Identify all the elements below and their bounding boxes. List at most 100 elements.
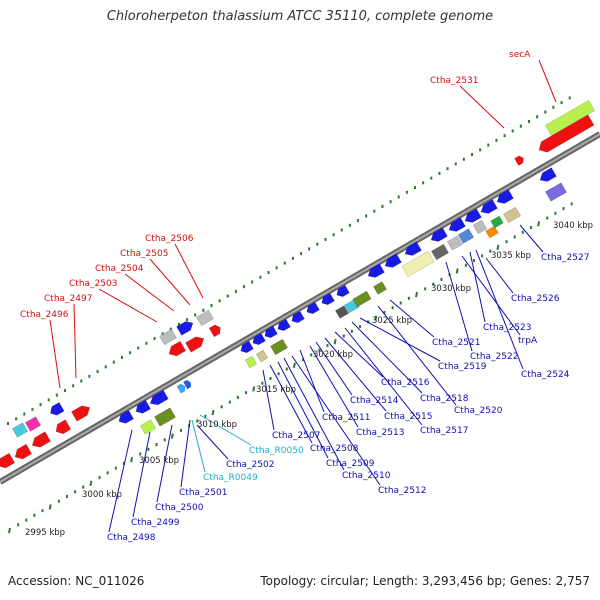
inner-gene-orange [485,225,499,239]
gene-label-bottom: Ctha_2512 [378,486,426,496]
leader-line [191,419,206,473]
outer-cds [14,443,33,460]
leader-line [108,429,133,533]
scale-label: 3010 kbp [197,420,237,430]
leader-line [269,364,313,444]
gene-label-bottom: Ctha_R0050 [249,446,304,456]
scale-label: 3020 kbp [313,350,353,360]
inner-gene-lime [139,419,157,435]
inner-gene-olive [154,407,176,427]
leader-line [283,357,345,471]
inner-gene-lime [244,355,258,369]
leader-line [291,355,381,486]
leader-line [377,305,457,406]
outer-cds [71,405,91,422]
leader-line [389,299,435,338]
gene-label-bottom: Ctha_2509 [326,459,375,469]
scale-label: 3000 kbp [82,490,122,500]
gene-label-top: Ctha_2504 [95,264,144,274]
scale-label: 3035 kbp [491,251,531,261]
leader-line [277,361,329,459]
inner-cds [264,325,278,339]
gene-label-bottom: Ctha_R0049 [203,473,258,483]
inner-gene-small [176,383,186,394]
tick [252,386,256,392]
inner-cds [240,340,254,354]
scale-label: 3025 kbp [372,316,412,326]
gene-label-bottom: Ctha_2498 [107,533,156,543]
tick [211,409,215,416]
tick [48,504,52,510]
inner-gene-olive [373,281,387,295]
gene-label-bottom: Ctha_2513 [356,428,404,438]
gene-label-bottom: Ctha_2518 [420,394,469,404]
inner-gene-paleyellow [401,250,435,278]
leader-line [132,431,151,518]
gene-label-bottom: Ctha_2527 [541,253,589,263]
map-title: Chloroherpeton thalassium ATCC 35110, co… [106,9,494,24]
label-leader-lines [49,59,557,533]
tick [130,457,134,463]
inner-gene-khaki [255,349,269,363]
leader-line [351,321,423,394]
gene-label-top: Ctha_2497 [44,294,92,304]
leader-line [98,288,158,323]
tick [333,339,337,345]
inner-cds [464,208,482,223]
outer-gene-grey [159,328,177,346]
outer-cds [31,431,51,448]
scale-label: 2995 kbp [25,528,65,538]
leader-line [299,349,325,413]
leader-line [124,273,175,312]
tick [374,315,378,321]
inner-gene-green [490,215,504,229]
inner-cds [149,389,169,406]
leader-line [156,424,173,503]
inner-cds [480,199,498,214]
inner-cds [277,318,291,332]
inner-cds [135,399,151,414]
outer-cds [0,452,16,469]
gene-label-top: Ctha_2496 [20,310,69,320]
leader-line [49,319,61,389]
inner-cds [539,167,557,182]
leader-line [461,255,521,336]
outer-gene-grey [196,309,214,327]
outer-cds-seca-region [538,114,595,153]
gene-label-bottom: Ctha_2508 [310,444,359,454]
gene-labels: 2995 kbp 3000 kbp 3005 kbp 3010 kbp 3015 kbp… [20,50,593,543]
outer-cds [185,336,205,353]
scale-label: 3015 kbp [256,385,296,395]
inner-cds [118,409,134,424]
tick [170,433,174,439]
inner-gene-grey [446,235,464,251]
outer-cds [208,324,221,338]
leader-line [445,261,473,352]
leader-line [344,327,423,426]
gene-label-bottom: Ctha_2514 [350,396,399,406]
tick [292,362,296,369]
gene-label-top: Ctha_2503 [69,279,117,289]
inner-gene-darkgrey [335,305,349,319]
inner-cds [384,253,402,268]
leader-line [315,341,353,396]
scale-label: 3005 kbp [139,456,179,466]
inner-gene-grey [472,219,488,235]
tick [415,291,419,298]
inner-gene-small [183,379,192,390]
leader-line [199,414,252,446]
tick [8,527,11,534]
scale-label: 3040 kbp [553,221,593,231]
gene-features [0,99,595,469]
accession-text: Accession: NC_011026 [8,574,145,588]
gene-label-bottom: Ctha_2522 [470,352,518,362]
outer-cds-small [514,155,524,166]
gene-label-bottom: Ctha_2523 [483,323,531,333]
inner-cds [336,284,350,298]
leader-line [459,85,505,129]
inner-cds [496,189,514,204]
tick [496,244,500,251]
inner-cds [321,292,335,306]
scale-label: 3030 kbp [431,284,471,294]
